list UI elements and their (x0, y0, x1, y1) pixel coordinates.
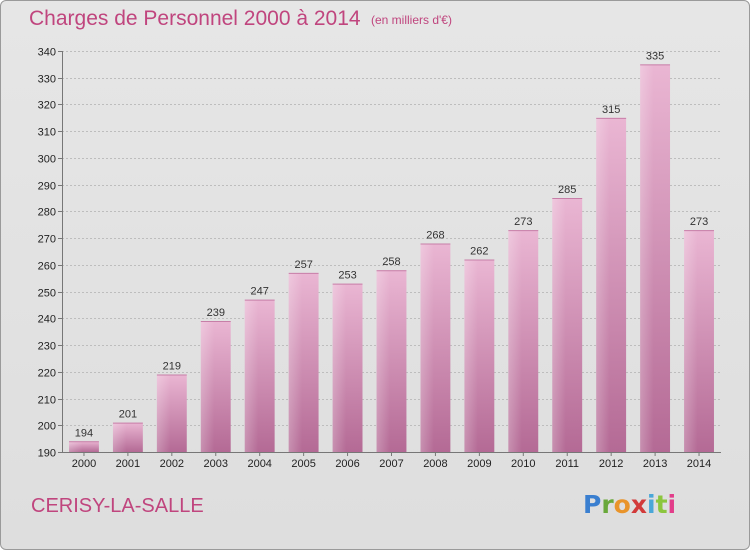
value-label-2005: 257 (294, 259, 312, 271)
x-tick-label-2008: 2008 (423, 458, 447, 470)
bar-highlight (640, 64, 654, 452)
y-tick-label: 220 (38, 368, 56, 380)
value-label-2014: 273 (690, 216, 708, 228)
x-tick-label-2014: 2014 (687, 458, 711, 470)
y-tick-label: 290 (38, 181, 56, 193)
y-tick-label: 250 (38, 288, 56, 300)
chart-title: Charges de Personnel 2000 à 2014 (29, 7, 361, 30)
bar-highlight (420, 243, 434, 452)
bar-highlight (332, 283, 347, 452)
bar-highlight (244, 299, 259, 452)
y-tick-label: 200 (38, 421, 56, 433)
commune-name: CERISY-LA-SALLE (31, 495, 204, 517)
axis-layer: 190 200 210 220 230 240 250 260 270 280 290 300 310 3… (38, 47, 721, 470)
value-label-2001: 201 (119, 409, 137, 421)
bar-highlight (464, 259, 478, 452)
y-tick-label: 340 (38, 47, 56, 59)
bar-highlight (200, 321, 215, 452)
x-tick-label-2012: 2012 (599, 458, 623, 470)
bar-highlight (69, 441, 83, 452)
label-layer: 194 201 219 239 247 257 253 258 268 262 273 285 315 3… (75, 50, 708, 439)
y-tick-label: 280 (38, 207, 56, 219)
y-tick-label: 330 (38, 74, 56, 86)
value-label-2012: 315 (602, 104, 620, 116)
value-label-2011: 285 (558, 184, 576, 196)
bar-highlight (376, 270, 391, 452)
x-tick-label-2001: 2001 (116, 458, 140, 470)
value-label-2008: 268 (426, 229, 444, 241)
x-tick-label-2007: 2007 (379, 458, 403, 470)
x-tick-label-2006: 2006 (335, 458, 359, 470)
value-label-2003: 239 (207, 307, 225, 319)
x-tick-label-2003: 2003 (204, 458, 228, 470)
y-tick-label: 260 (38, 261, 56, 273)
value-label-2007: 258 (382, 256, 400, 268)
y-tick-label: 270 (38, 234, 56, 246)
x-tick-label-2002: 2002 (160, 458, 184, 470)
x-tick-label-2000: 2000 (72, 458, 96, 470)
proxiti-logo: Proxiti (583, 490, 677, 519)
y-tick-label: 320 (38, 100, 56, 112)
y-tick-label: 310 (38, 127, 56, 139)
bar-highlight (508, 230, 522, 452)
x-tick-label-2011: 2011 (555, 458, 579, 470)
bar-highlight (112, 422, 127, 452)
bar-layer (69, 64, 714, 452)
bar-highlight (288, 272, 303, 452)
value-label-2006: 253 (338, 270, 356, 282)
value-label-2013: 335 (646, 50, 664, 62)
y-tick-label: 230 (38, 341, 56, 353)
chart-subtitle: (en milliers d'€) (371, 13, 452, 27)
y-tick-label: 300 (38, 154, 56, 166)
bar-highlight (596, 117, 610, 452)
x-tick-label-2013: 2013 (643, 458, 667, 470)
y-tick-label: 190 (38, 448, 56, 460)
y-tick-label: 240 (38, 314, 56, 326)
value-label-2009: 262 (470, 246, 488, 258)
x-tick-label-2005: 2005 (291, 458, 315, 470)
bar-highlight (552, 198, 566, 452)
bar-highlight (684, 230, 698, 452)
bar-2000 (69, 441, 99, 452)
x-tick-label-2009: 2009 (467, 458, 491, 470)
value-label-2002: 219 (163, 360, 181, 372)
bar-highlight (156, 374, 171, 452)
value-label-2010: 273 (514, 216, 532, 228)
x-tick-label-2004: 2004 (247, 458, 271, 470)
value-label-2004: 247 (251, 286, 269, 298)
x-tick-label-2010: 2010 (511, 458, 535, 470)
value-label-2000: 194 (75, 427, 93, 439)
y-tick-label: 210 (38, 395, 56, 407)
